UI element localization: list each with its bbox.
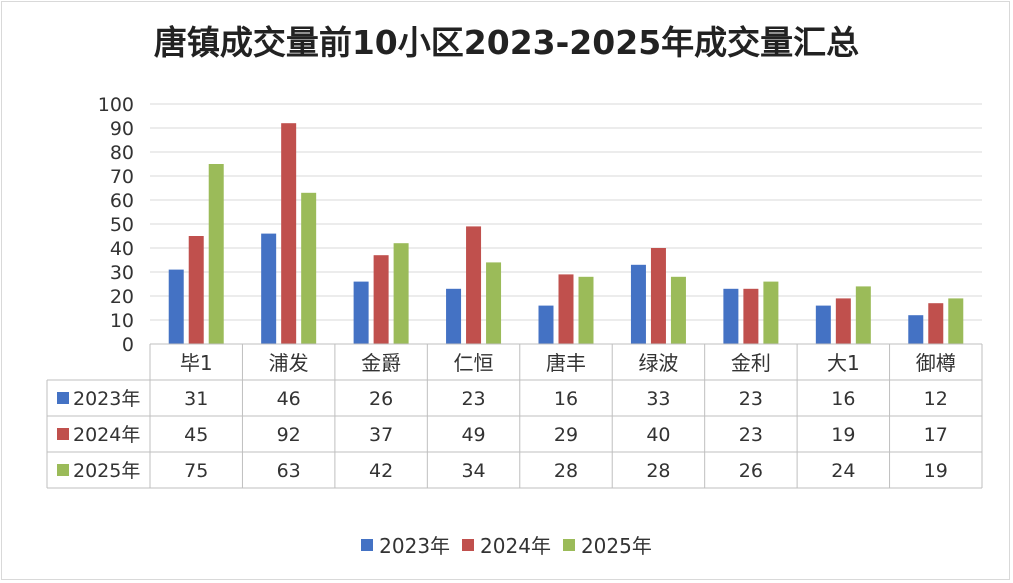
legend-key [57, 392, 69, 404]
category-label: 金爵 [361, 351, 401, 375]
legend-swatch [462, 538, 475, 551]
data-value: 33 [646, 388, 670, 410]
data-value: 49 [461, 424, 485, 446]
bar [763, 281, 779, 344]
data-value: 28 [554, 460, 578, 482]
y-tick-label: 20 [110, 286, 134, 308]
y-tick-label: 40 [110, 238, 134, 260]
bar [723, 288, 739, 344]
data-value: 23 [739, 424, 763, 446]
series-row-label: 2025年 [73, 460, 140, 482]
y-tick-label: 0 [122, 334, 134, 356]
bar [208, 164, 224, 344]
bar [670, 276, 686, 344]
chart-title: 唐镇成交量前10小区2023-2025年成交量汇总 [153, 23, 860, 62]
legend-item: 2024年 [462, 530, 551, 559]
data-value: 75 [184, 460, 208, 482]
category-label: 浦发 [269, 351, 309, 375]
legend-label: 2023年 [379, 534, 451, 558]
data-value: 37 [369, 424, 393, 446]
bar [188, 236, 204, 344]
y-tick-label: 50 [110, 214, 134, 236]
legend-swatch [361, 538, 374, 551]
bar [538, 305, 554, 344]
bar [393, 243, 409, 344]
bar [281, 123, 297, 344]
data-value: 92 [277, 424, 301, 446]
bar [835, 298, 851, 344]
bar [743, 288, 759, 344]
legend-item: 2023年 [361, 530, 450, 559]
y-tick-label: 100 [98, 94, 134, 116]
y-tick-label: 10 [110, 310, 134, 332]
data-value: 26 [369, 388, 393, 410]
data-value: 16 [554, 388, 578, 410]
bar [353, 281, 369, 344]
data-value: 45 [184, 424, 208, 446]
bar [650, 248, 666, 344]
legend-key [57, 464, 69, 476]
data-value: 19 [924, 460, 948, 482]
bar [558, 274, 574, 344]
data-value: 40 [646, 424, 670, 446]
legend-key [57, 428, 69, 440]
bar [168, 269, 184, 344]
bar [466, 226, 482, 344]
legend-item: 2025年 [562, 530, 652, 559]
bar [446, 288, 462, 344]
bar [373, 255, 389, 344]
y-tick-label: 90 [110, 118, 134, 140]
bar [486, 262, 502, 344]
data-value: 28 [646, 460, 670, 482]
data-value: 12 [924, 388, 948, 410]
bar [630, 264, 646, 344]
category-label: 金利 [731, 351, 771, 375]
legend-swatch [562, 538, 575, 551]
category-label: 唐丰 [546, 351, 586, 375]
bar [855, 286, 871, 344]
data-value: 29 [554, 424, 578, 446]
legend-label: 2025年 [580, 534, 652, 558]
category-label: 大1 [827, 351, 860, 375]
legend: 2023年 2024年 2025年 [0, 530, 1013, 559]
data-value: 17 [924, 424, 948, 446]
data-value: 16 [831, 388, 855, 410]
y-tick-label: 70 [110, 166, 134, 188]
category-label: 绿波 [638, 351, 678, 375]
category-label: 御樽 [916, 351, 956, 375]
category-label: 仁恒 [454, 351, 494, 375]
bar [578, 276, 594, 344]
data-value: 19 [831, 424, 855, 446]
bar [815, 305, 831, 344]
bar [928, 303, 944, 344]
series-row-label: 2024年 [73, 424, 140, 446]
y-tick-label: 30 [110, 262, 134, 284]
bar [908, 315, 924, 344]
bar [261, 233, 277, 344]
bar [948, 298, 964, 344]
data-value: 26 [739, 460, 763, 482]
data-value: 23 [461, 388, 485, 410]
data-value: 23 [739, 388, 763, 410]
legend-label: 2024年 [480, 534, 551, 558]
data-value: 46 [277, 388, 301, 410]
data-value: 34 [461, 460, 485, 482]
data-value: 24 [831, 460, 855, 482]
data-value: 63 [277, 460, 301, 482]
data-value: 31 [184, 388, 208, 410]
y-tick-label: 60 [110, 190, 134, 212]
bar [301, 192, 317, 344]
data-value: 42 [369, 460, 393, 482]
y-tick-label: 80 [110, 142, 134, 164]
category-label: 毕1 [180, 351, 213, 375]
series-row-label: 2023年 [73, 388, 140, 410]
